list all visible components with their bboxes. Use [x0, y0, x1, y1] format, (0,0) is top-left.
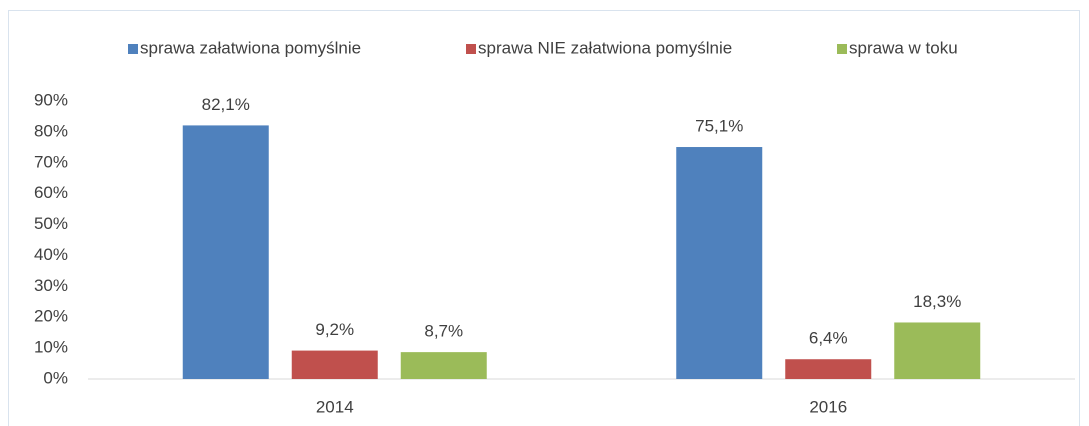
bar — [785, 359, 872, 379]
bar — [291, 350, 378, 379]
legend-label: sprawa NIE załatwiona pomyślnie — [478, 38, 732, 57]
legend-swatch — [128, 44, 138, 54]
y-tick-label: 40% — [34, 245, 68, 264]
y-tick-label: 30% — [34, 276, 68, 295]
legend-label: sprawa w toku — [849, 38, 958, 57]
legend-label: sprawa załatwiona pomyślnie — [140, 38, 361, 57]
x-tick-label: 2016 — [809, 397, 847, 416]
x-tick-label: 2014 — [316, 397, 354, 416]
value-label: 6,4% — [809, 329, 848, 348]
value-label: 18,3% — [913, 292, 961, 311]
value-label: 75,1% — [695, 117, 743, 136]
y-tick-label: 80% — [34, 121, 68, 140]
bar — [676, 147, 763, 379]
y-tick-label: 20% — [34, 307, 68, 326]
y-tick-label: 0% — [43, 368, 68, 387]
bar — [894, 322, 981, 379]
legend-swatch — [466, 44, 476, 54]
y-tick-label: 60% — [34, 183, 68, 202]
y-tick-label: 50% — [34, 214, 68, 233]
chart-border — [8, 10, 1080, 426]
bar — [182, 125, 269, 379]
value-label: 82,1% — [202, 95, 250, 114]
bar — [400, 352, 487, 379]
value-label: 8,7% — [424, 322, 463, 341]
value-label: 9,2% — [315, 320, 354, 339]
legend-swatch — [837, 44, 847, 54]
y-tick-label: 10% — [34, 338, 68, 357]
y-tick-label: 90% — [34, 90, 68, 109]
y-tick-label: 70% — [34, 152, 68, 171]
